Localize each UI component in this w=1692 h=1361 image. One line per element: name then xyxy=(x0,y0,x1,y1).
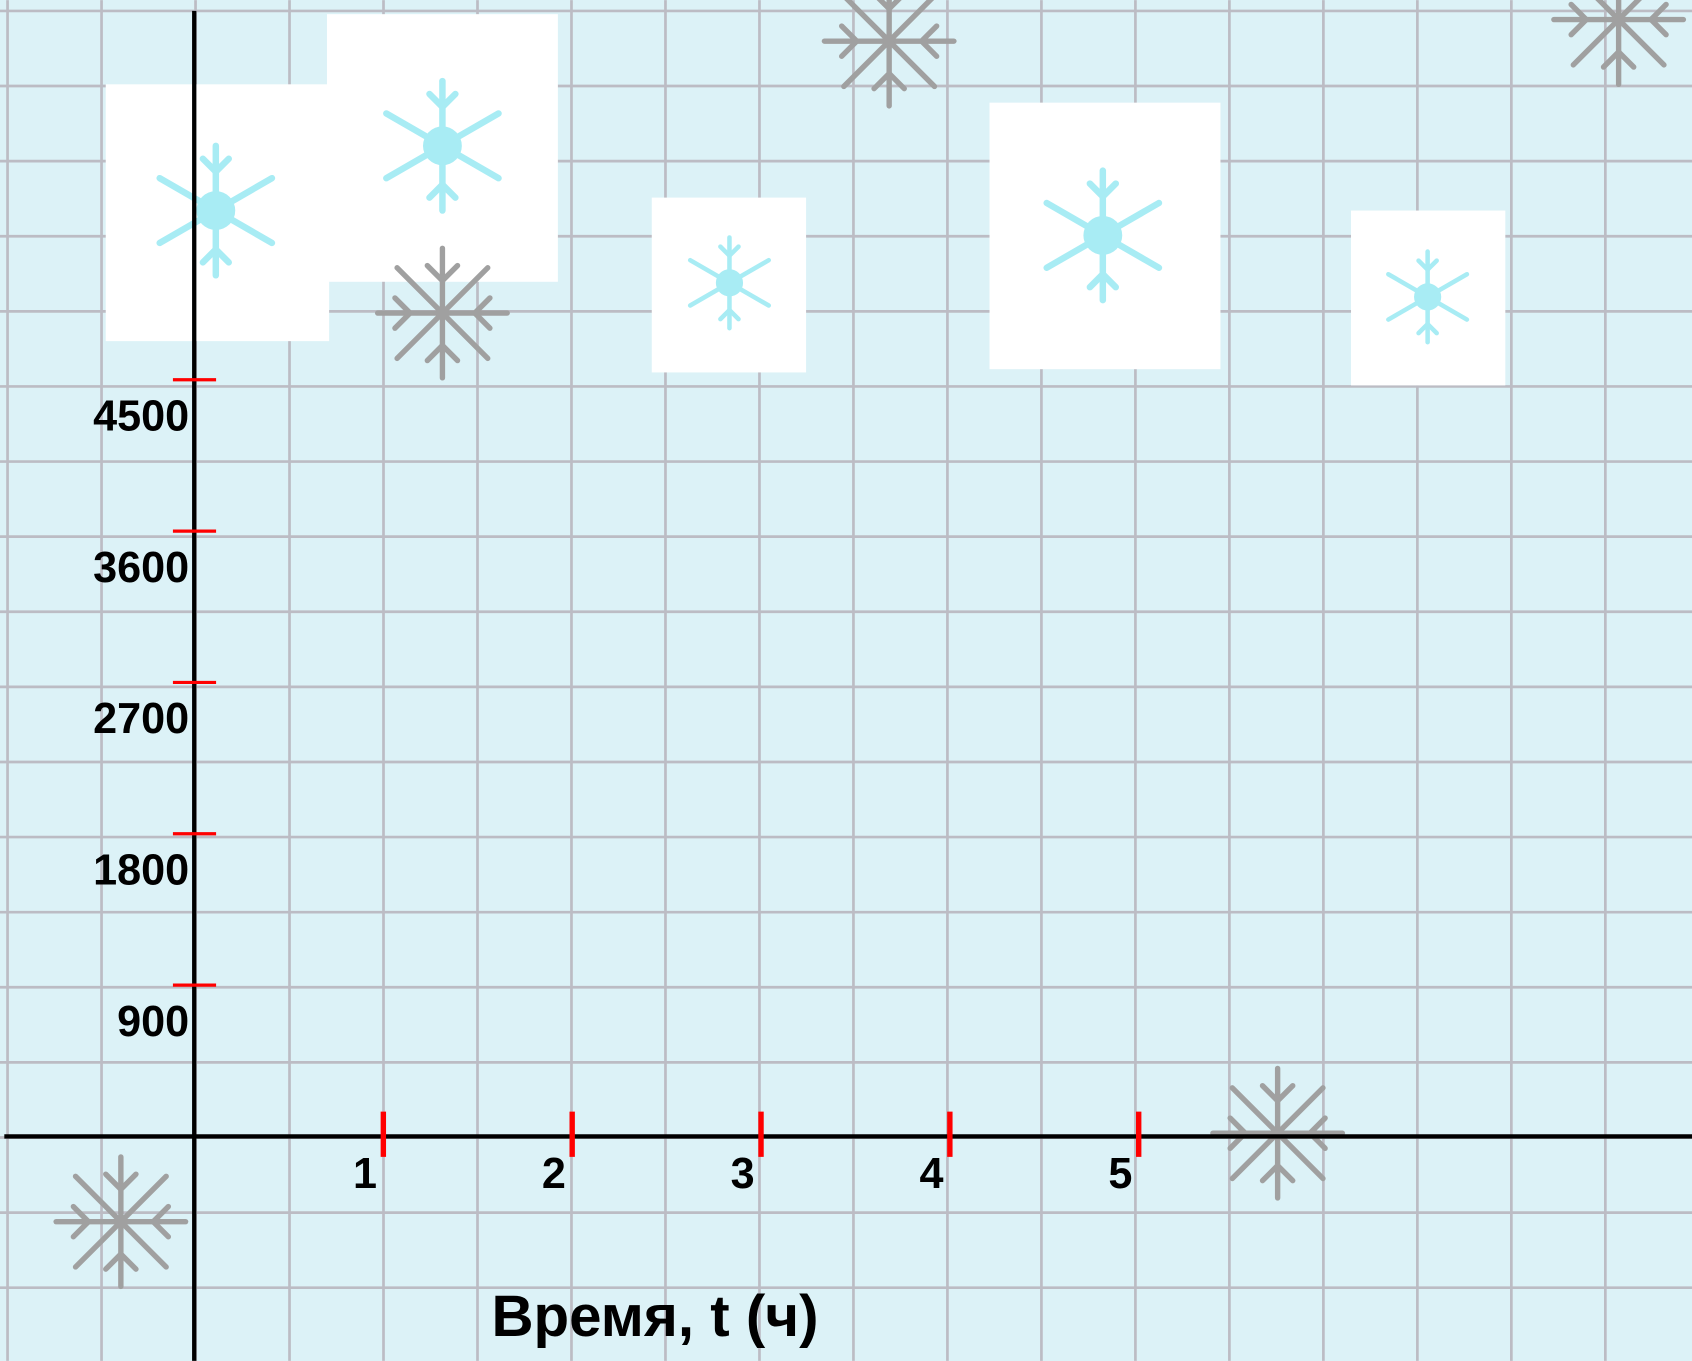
y-tick-label: 1800 xyxy=(93,846,189,894)
x-tick-label: 5 xyxy=(1108,1150,1132,1198)
x-tick-label: 2 xyxy=(542,1150,566,1198)
y-tick-label: 4500 xyxy=(93,393,189,441)
y-tick-label: 3600 xyxy=(93,544,189,592)
y-tick-label: 900 xyxy=(117,998,189,1046)
x-tick-label: 4 xyxy=(920,1150,944,1198)
y-tick-label: 2700 xyxy=(93,695,189,743)
decorations xyxy=(56,0,1683,1286)
x-tick-label: 1 xyxy=(353,1150,377,1198)
x-tick-label: 3 xyxy=(731,1150,755,1198)
x-axis-title: Время, t (ч) xyxy=(491,1284,818,1349)
